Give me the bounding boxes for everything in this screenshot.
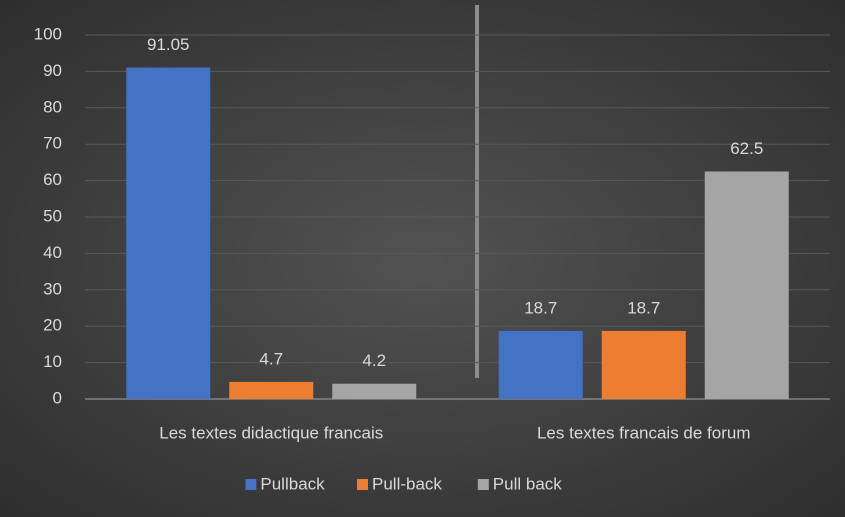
bar [498,330,583,399]
bar [126,67,211,399]
data-label: 62.5 [730,139,763,158]
bar [229,381,314,399]
y-tick-label: 10 [43,352,62,371]
data-label: 4.7 [259,349,283,368]
legend-swatch [245,479,257,490]
data-label: 18.7 [524,298,557,317]
bar [332,383,417,399]
legend-swatch [477,479,489,490]
y-tick-label: 20 [43,316,62,335]
data-label: 4.2 [362,351,386,370]
y-tick-label: 0 [53,388,62,407]
y-tick-label: 70 [43,134,62,153]
y-tick-label: 90 [43,61,62,80]
bar [601,330,686,399]
legend-label: Pull-back [372,474,442,493]
bar [704,171,789,399]
y-tick-label: 30 [43,279,62,298]
y-tick-label: 60 [43,170,62,189]
legend-swatch [357,479,368,490]
legend-label: Pull back [493,474,562,493]
y-tick-label: 80 [43,97,62,116]
y-tick-label: 100 [34,24,62,43]
x-tick-label: Les textes francais de forum [537,423,751,442]
legend-label: Pullback [260,474,325,493]
y-tick-label: 50 [43,206,62,225]
x-tick-label: Les textes didactique francais [159,423,383,442]
data-label: 18.7 [627,298,660,317]
data-label: 91.05 [147,35,190,54]
y-tick-label: 40 [43,243,62,262]
